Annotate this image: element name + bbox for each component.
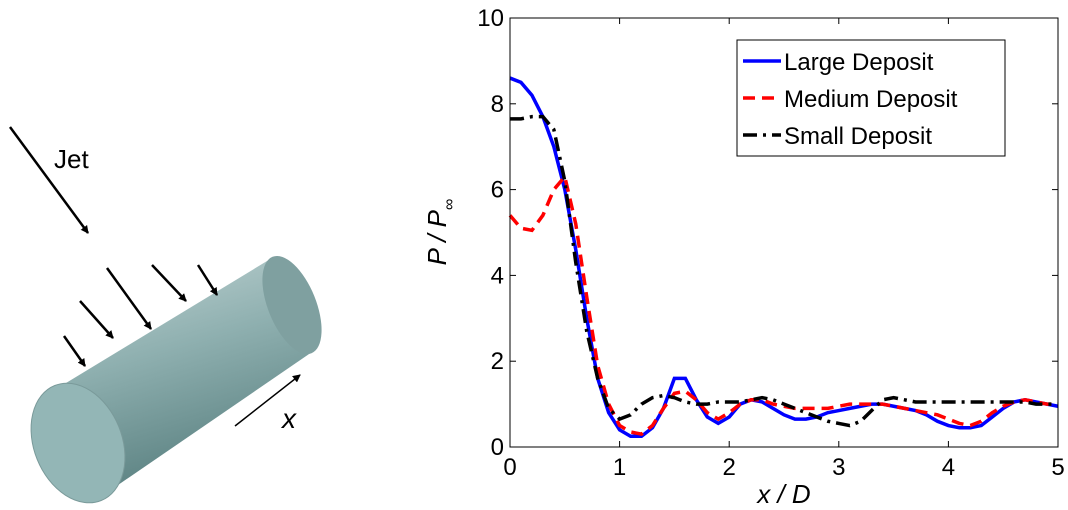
x-tick-label: 0	[503, 454, 516, 481]
x-tick-label: 3	[832, 454, 845, 481]
legend-label: Large Deposit	[784, 49, 934, 76]
y-axis-label: P / P∞	[422, 199, 458, 266]
x-tick-label: 1	[613, 454, 626, 481]
axis-label: x	[280, 403, 297, 434]
series-line	[510, 114, 1058, 428]
arrows	[8, 126, 301, 427]
y-axis-label-main: P / P	[422, 209, 452, 265]
legend-label: Medium Deposit	[784, 86, 958, 113]
legend-label: Small Deposit	[784, 123, 932, 150]
cylinder-face	[30, 382, 126, 504]
y-tick-label: 0	[491, 434, 504, 461]
x-axis-label: x / D	[755, 479, 810, 509]
series-line	[509, 76, 1059, 439]
y-axis-label-sub: ∞	[441, 199, 458, 210]
y-tick-label: 4	[491, 262, 504, 289]
diagram: Jet x	[8, 126, 322, 504]
x-tick-label: 4	[942, 454, 955, 481]
y-tick-label: 10	[477, 5, 504, 32]
chart: 0 1 2 3 4 5 0 2 4 6 8 10 x / D P / P∞ Large Deposit Med…	[422, 5, 1065, 509]
y-tick-label: 6	[491, 177, 504, 204]
y-tick-label: 8	[491, 91, 504, 118]
y-tick-label: 2	[491, 348, 504, 375]
jet-label: Jet	[54, 144, 89, 174]
cylinder-back	[262, 255, 322, 355]
series-line	[508, 172, 1058, 437]
axes-box	[509, 17, 1059, 448]
x-tick-label: 2	[723, 454, 736, 481]
x-tick-label: 5	[1051, 454, 1064, 481]
legend-box	[736, 39, 1006, 157]
